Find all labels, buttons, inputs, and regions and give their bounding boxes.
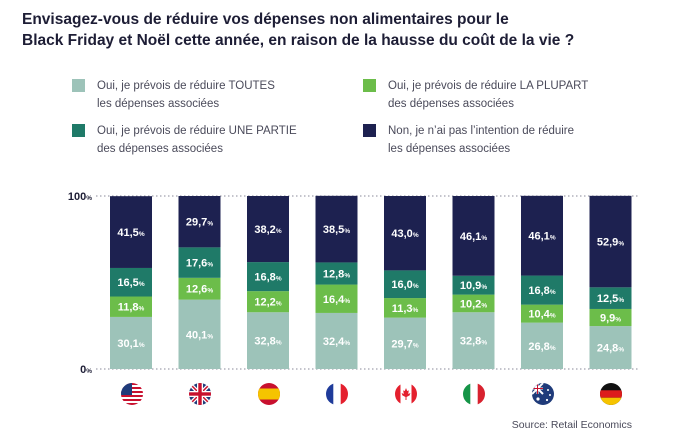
legend-item-most: Oui, je prévois de réduire LA PLUPART de… [363, 77, 588, 113]
data-label: 46,1% [528, 231, 555, 243]
bar-segment [178, 277, 221, 300]
data-label: 29,7% [186, 217, 213, 229]
legend-label: les dépenses associées [388, 143, 511, 155]
bar-segment [589, 326, 632, 369]
australia-flag-icon [532, 383, 554, 405]
bar-segment [247, 196, 289, 263]
chart-title-line-2: Black Friday et Noël cette année, en rai… [22, 32, 575, 49]
uk-flag-icon [189, 383, 211, 405]
bar-segment [247, 312, 289, 369]
bar-segment [247, 262, 289, 292]
legend-label: Oui, je prévois de réduire LA PLUPART [388, 80, 589, 92]
bar-segment [521, 195, 563, 276]
data-label: 16,4% [323, 294, 350, 306]
bar-segment [110, 296, 152, 317]
y-tick-label: 100% [68, 191, 92, 203]
legend-swatch-all [72, 79, 85, 92]
data-label: 12,5% [597, 293, 624, 305]
bar-segment [110, 196, 152, 268]
data-label: 46,1% [460, 231, 487, 243]
bar-segment [315, 284, 358, 313]
data-label: 29,7% [391, 338, 418, 350]
data-label: 26,8% [528, 341, 555, 353]
bar-segment [178, 299, 221, 369]
data-label: 32,8% [254, 336, 281, 348]
data-label: 12,8% [323, 269, 350, 281]
data-label: 17,6% [186, 258, 213, 270]
y-tick-label: 0% [80, 364, 92, 376]
data-label: 11,8% [118, 302, 145, 314]
data-label: 16,8% [254, 272, 281, 284]
bar-segment [384, 196, 426, 271]
bar-segment [178, 247, 221, 278]
chart-title-line-1: Envisagez-vous de réduire vos dépenses n… [22, 11, 509, 28]
legend-label: Non, je n’ai pas l’intention de réduire [388, 125, 575, 137]
bar-segment [315, 195, 358, 263]
source-note: Source: Retail Economics [511, 419, 632, 431]
spain-flag-icon [258, 383, 280, 405]
legend-label: les dépenses associées [97, 98, 220, 110]
italy-flag-icon [463, 383, 485, 405]
data-label: 16,0% [391, 279, 418, 291]
data-label: 10,4% [528, 309, 555, 321]
data-label: 43,0% [391, 228, 418, 240]
bar-segment [315, 312, 358, 369]
bar-segment [452, 312, 495, 369]
legend-swatch-none [363, 124, 376, 137]
canada-flag-icon [395, 383, 417, 405]
data-label: 38,5% [323, 224, 350, 236]
bar-segment [178, 196, 221, 248]
bar-segment [521, 304, 563, 323]
legend-label: Oui, je prévois de réduire TOUTES [97, 80, 275, 92]
legend-item-none: Non, je n’ai pas l’intention de réduire … [363, 122, 574, 158]
bar-segment [110, 316, 152, 369]
data-label: 38,2% [254, 224, 281, 236]
bar-segment [589, 308, 632, 327]
chart-title: Envisagez-vous de réduire vos dépenses n… [22, 9, 622, 51]
legend-swatch-some [72, 124, 85, 137]
bar-segment [521, 275, 563, 305]
bar-segment [452, 275, 495, 295]
data-label: 30,1% [117, 338, 144, 350]
data-label: 11,3% [392, 303, 419, 315]
bar-segment [521, 322, 563, 369]
legend-item-some: Oui, je prévois de réduire UNE PARTIE de… [72, 122, 297, 158]
bar-segment [452, 196, 495, 276]
bar-segment [110, 267, 152, 297]
data-label: 24,8% [597, 343, 624, 355]
legend-item-all: Oui, je prévois de réduire TOUTES les dé… [72, 77, 275, 113]
bar-segment [247, 291, 289, 313]
bar-segment [452, 294, 495, 313]
data-label: 10,9% [460, 280, 487, 292]
bar-segment [384, 317, 426, 369]
bar-segment [384, 270, 426, 299]
bar-segment [315, 262, 358, 285]
germany-flag-icon [600, 383, 622, 405]
legend-label: des dépenses associées [388, 98, 514, 110]
data-label: 40,1% [186, 329, 213, 341]
bar-segment [589, 287, 632, 309]
data-label: 41,5% [117, 227, 144, 239]
france-flag-icon [326, 383, 348, 405]
data-label: 52,9% [597, 237, 624, 249]
data-label: 32,8% [460, 336, 487, 348]
usa-flag-icon [121, 383, 143, 405]
bar-segment [589, 195, 632, 288]
data-label: 12,6% [186, 284, 213, 296]
data-label: 16,8% [528, 285, 555, 297]
data-label: 16,5% [117, 277, 144, 289]
data-label: 12,2% [254, 297, 281, 309]
legend-swatch-most [363, 79, 376, 92]
legend-label: des dépenses associées [97, 143, 223, 155]
stacked-bar-chart: 0% 100% 30,1% 11,8% 16,5% 41,5% 40,1% 12,6% 17,6… [68, 191, 640, 376]
legend-label: Oui, je prévois de réduire UNE PARTIE [97, 125, 297, 137]
data-label: 10,2% [460, 298, 487, 310]
data-label: 32,4% [323, 336, 350, 348]
bar-segment [384, 298, 426, 318]
